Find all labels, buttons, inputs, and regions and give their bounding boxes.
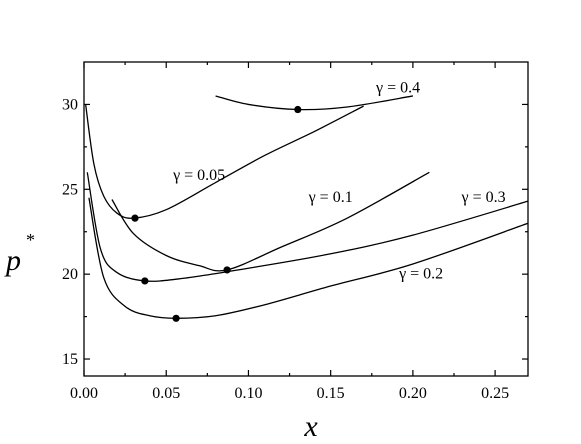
y-tick-label-2: 25 [62, 181, 78, 198]
minimum-point-2 [223, 266, 231, 274]
series-line-2 [111, 171, 430, 272]
curve-labels: γ = 0.4 γ = 0.05 γ = 0.1 γ = 0.3 γ = 0.2 [172, 80, 506, 283]
y-tick-label-3: 30 [62, 96, 78, 113]
curve-label-2: γ = 0.1 [308, 189, 353, 206]
minimum-point-0 [294, 105, 302, 114]
curve-label-1: γ = 0.05 [172, 167, 225, 184]
minimum-markers [131, 105, 302, 322]
minimum-point-1 [131, 214, 139, 222]
series-line-3 [86, 172, 529, 282]
series-line-0 [215, 95, 413, 111]
curve-label-3: γ = 0.3 [461, 189, 506, 206]
curve-label-4: γ = 0.2 [398, 265, 443, 282]
y-tick-label-1: 20 [62, 266, 78, 283]
plot-frame [83, 61, 529, 377]
axis-ticks [83, 62, 528, 376]
y-axis-title: p [4, 244, 21, 277]
x-tick-label-5: 0.25 [481, 385, 509, 402]
minimum-point-3 [141, 277, 149, 285]
series-curves [84, 95, 529, 319]
curve-label-0: γ = 0.4 [375, 80, 420, 97]
series-line-1 [84, 104, 364, 219]
x-tick-label-2: 0.10 [234, 385, 262, 402]
x-tick-label-0: 0.00 [70, 385, 98, 402]
x-tick-label-3: 0.15 [317, 385, 345, 402]
x-axis-title: x [303, 410, 318, 443]
minimum-point-4 [172, 314, 180, 322]
x-tick-label-1: 0.05 [152, 385, 180, 402]
y-axis-title-superscript: * [26, 230, 35, 250]
series-line-4 [88, 197, 529, 319]
y-tick-label-0: 15 [62, 351, 78, 368]
x-tick-label-4: 0.20 [399, 385, 427, 402]
axis-tick-labels: 0.00 0.05 0.10 0.15 0.20 0.25 15 20 25 30 [62, 96, 509, 402]
